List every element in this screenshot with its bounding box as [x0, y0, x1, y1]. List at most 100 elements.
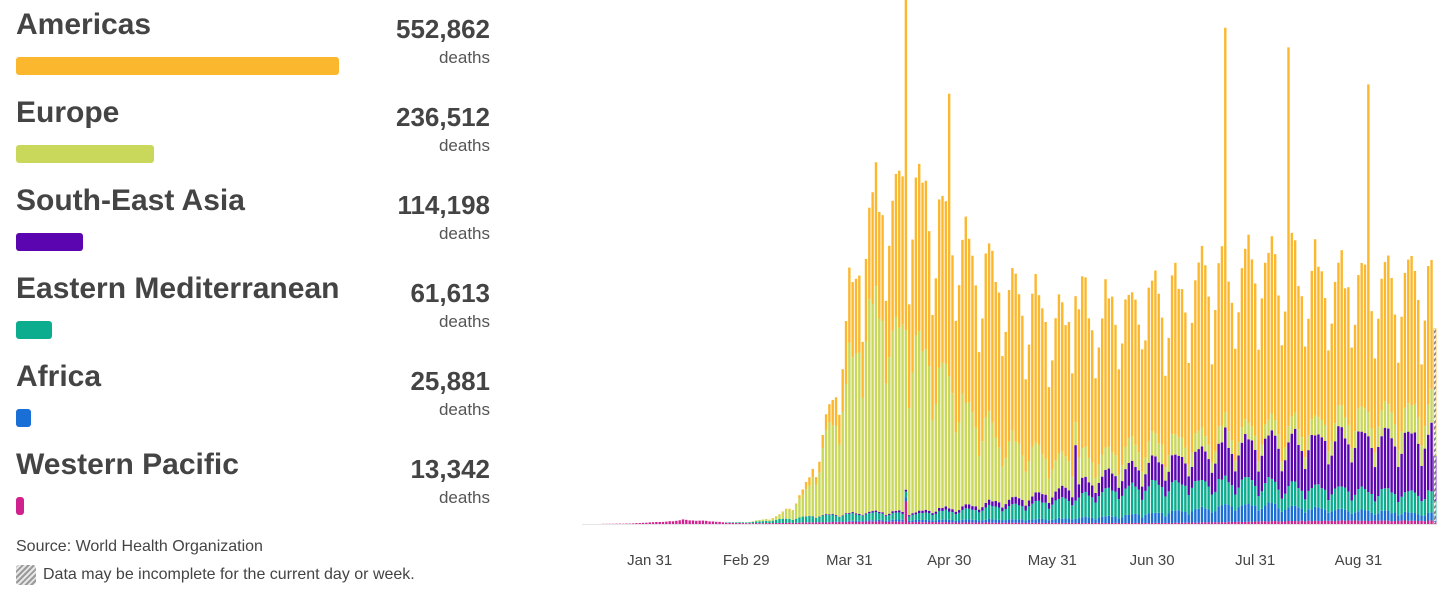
bar-segment-em[interactable]: [1127, 485, 1130, 515]
bar-segment-af[interactable]: [931, 520, 934, 522]
bar-segment-am[interactable]: [997, 292, 1001, 448]
bar-segment-wp[interactable]: [1014, 522, 1017, 524]
bar-segment-af[interactable]: [848, 520, 851, 522]
bar-segment-wp[interactable]: [781, 522, 785, 524]
bar-segment-eu[interactable]: [1373, 452, 1377, 468]
bar-segment-wp[interactable]: [771, 523, 775, 524]
bar-segment-am[interactable]: [1303, 346, 1307, 458]
bar-segment-eu[interactable]: [901, 324, 904, 512]
bar-segment-em[interactable]: [961, 509, 964, 520]
bar-segment-am[interactable]: [1180, 289, 1184, 438]
bar-segment-eu[interactable]: [947, 376, 951, 509]
bar-segment-em[interactable]: [1397, 502, 1400, 516]
bar-segment-af[interactable]: [1257, 510, 1260, 522]
bar-segment-wp[interactable]: [901, 521, 904, 524]
bar-segment-am[interactable]: [1104, 279, 1107, 448]
bar-segment-wp[interactable]: [1107, 523, 1111, 524]
bar-segment-eu[interactable]: [1200, 427, 1204, 447]
bar-segment-wp[interactable]: [911, 521, 914, 524]
bar-segment-eu[interactable]: [1333, 423, 1337, 442]
bar-segment-am[interactable]: [1270, 236, 1274, 414]
bar-segment-am[interactable]: [1024, 379, 1027, 472]
bar-segment-eu[interactable]: [751, 521, 755, 522]
bar-segment-eu[interactable]: [1037, 444, 1041, 493]
bar-segment-sea[interactable]: [1027, 500, 1031, 507]
bar-segment-eu[interactable]: [1074, 422, 1077, 446]
bar-segment-wp[interactable]: [1257, 521, 1260, 524]
bar-segment-sea[interactable]: [1313, 435, 1317, 485]
bar-segment-wp[interactable]: [1283, 521, 1287, 524]
bar-segment-em[interactable]: [841, 515, 844, 522]
bar-segment-wp[interactable]: [1383, 520, 1387, 524]
bar-segment-af[interactable]: [1260, 508, 1264, 522]
bar-segment-am[interactable]: [1353, 324, 1357, 432]
bar-segment-af[interactable]: [1224, 504, 1227, 523]
bar-segment-sea[interactable]: [1293, 428, 1297, 482]
bar-segment-sea[interactable]: [1144, 474, 1147, 491]
bar-segment-em[interactable]: [1313, 484, 1317, 507]
bar-segment-am[interactable]: [1187, 363, 1190, 465]
bar-segment-am[interactable]: [1340, 250, 1343, 406]
bar-segment-em[interactable]: [1177, 482, 1180, 511]
bar-segment-am[interactable]: [1387, 255, 1390, 405]
bar-segment-em[interactable]: [1267, 477, 1270, 503]
bar-segment-sea[interactable]: [1007, 499, 1011, 506]
bar-segment-em[interactable]: [864, 514, 868, 521]
region-south-east-asia[interactable]: South-East Asia 114,198 deaths: [16, 176, 490, 264]
bar-segment-sea[interactable]: [1237, 455, 1240, 488]
bar-segment-sea[interactable]: [1001, 507, 1004, 512]
bar-segment-sea[interactable]: [931, 513, 934, 515]
bar-segment-eu[interactable]: [1160, 444, 1164, 465]
bar-segment-em[interactable]: [1343, 487, 1347, 510]
bar-segment-sea[interactable]: [1104, 469, 1107, 489]
bar-segment-sea[interactable]: [1134, 466, 1137, 487]
bar-segment-sea[interactable]: [1077, 484, 1081, 498]
bar-segment-eu[interactable]: [1330, 440, 1333, 456]
bar-segment-am[interactable]: [1130, 292, 1134, 437]
bar-segment-wp[interactable]: [1190, 522, 1194, 524]
bar-segment-eu[interactable]: [934, 404, 938, 512]
bar-segment-eu[interactable]: [1184, 447, 1187, 464]
bar-segment-eu[interactable]: [1293, 412, 1297, 429]
bar-segment-em[interactable]: [831, 514, 834, 522]
bar-segment-wp[interactable]: [1204, 522, 1207, 524]
bar-segment-em[interactable]: [751, 521, 755, 524]
bar-segment-af[interactable]: [1174, 510, 1177, 523]
bar-segment-wp[interactable]: [641, 522, 645, 524]
bar-segment-em[interactable]: [987, 504, 991, 519]
region-eastern-mediterranean[interactable]: Eastern Mediterranean 61,613 deaths: [16, 264, 490, 352]
bar-segment-af[interactable]: [1204, 508, 1207, 523]
bar-segment-sea[interactable]: [1300, 450, 1303, 491]
bar-segment-af[interactable]: [871, 520, 874, 522]
bar-segment-wp[interactable]: [951, 522, 954, 524]
bar-segment-wp[interactable]: [678, 520, 681, 524]
bar-segment-am[interactable]: [841, 369, 844, 412]
bar-segment-af[interactable]: [941, 519, 944, 523]
bar-segment-am[interactable]: [784, 508, 788, 510]
bar-segment-em[interactable]: [944, 509, 948, 520]
bar-segment-wp[interactable]: [668, 521, 671, 524]
bar-segment-eu[interactable]: [1430, 388, 1433, 423]
bar-segment-eu[interactable]: [1124, 446, 1127, 470]
bar-segment-sea[interactable]: [1127, 462, 1130, 486]
bar-segment-eu[interactable]: [791, 510, 794, 520]
bar-segment-eu[interactable]: [784, 509, 788, 519]
bar-segment-em[interactable]: [811, 516, 814, 523]
bar-segment-eu[interactable]: [1220, 425, 1224, 443]
bar-segment-af[interactable]: [1134, 513, 1137, 523]
bar-segment-sea[interactable]: [861, 515, 864, 516]
bar-segment-am[interactable]: [1154, 270, 1157, 434]
bar-segment-sea[interactable]: [1187, 476, 1190, 496]
bar-segment-wp[interactable]: [638, 523, 641, 524]
bar-segment-eu[interactable]: [1313, 415, 1317, 436]
bar-segment-em[interactable]: [1430, 491, 1433, 513]
bar-segment-eu[interactable]: [1340, 405, 1343, 428]
bar-segment-af[interactable]: [1167, 513, 1170, 524]
bar-segment-am[interactable]: [1293, 240, 1297, 413]
bar-segment-sea[interactable]: [1137, 470, 1140, 490]
bar-segment-sea[interactable]: [1167, 471, 1170, 492]
bar-segment-sea[interactable]: [1194, 451, 1197, 482]
bar-segment-wp[interactable]: [1353, 520, 1357, 524]
bar-segment-wp[interactable]: [824, 522, 828, 524]
bar-segment-am[interactable]: [927, 231, 931, 367]
